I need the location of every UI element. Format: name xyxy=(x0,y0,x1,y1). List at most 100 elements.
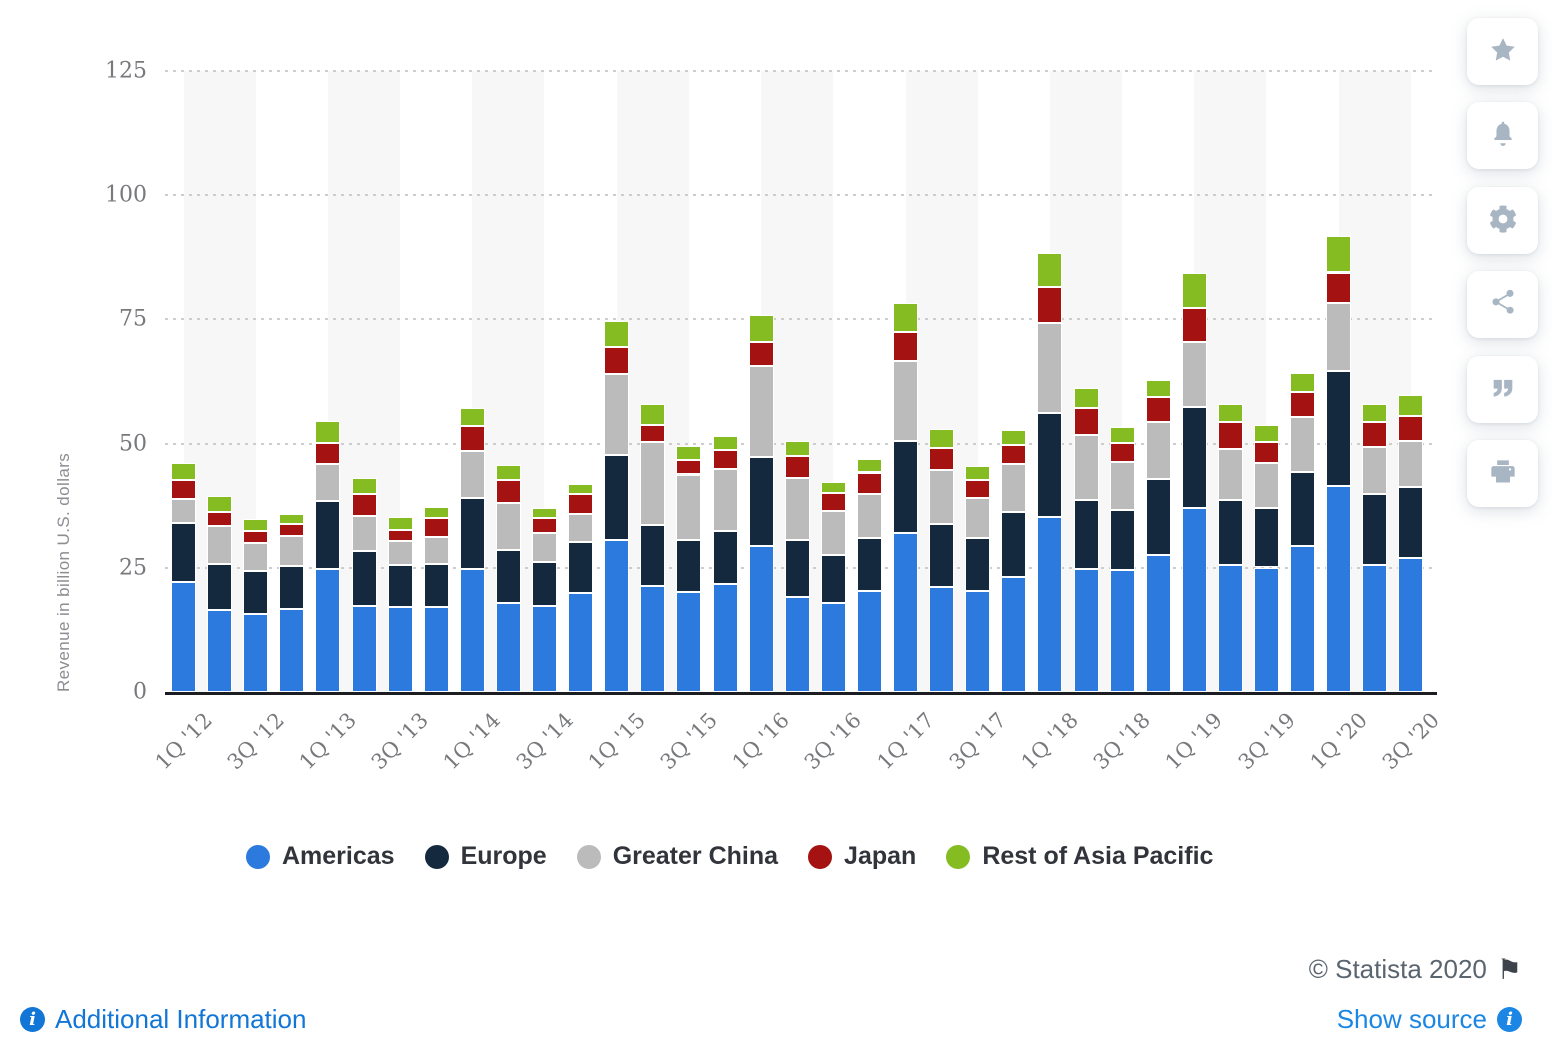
bar-segment-americas[interactable] xyxy=(171,582,196,692)
bar-segment-americas[interactable] xyxy=(1037,517,1063,692)
bar-segment-americas[interactable] xyxy=(1073,568,1099,692)
bar-segment-rest-of-asia-pacific[interactable] xyxy=(965,466,991,480)
bar-segment-rest-of-asia-pacific[interactable] xyxy=(423,506,449,518)
bar-segment-rest-of-asia-pacific[interactable] xyxy=(856,459,882,473)
bar-segment-japan[interactable] xyxy=(604,347,630,375)
bar-segment-americas[interactable] xyxy=(604,540,630,692)
bar-segment-rest-of-asia-pacific[interactable] xyxy=(784,440,810,457)
bar-segment-greater-china[interactable] xyxy=(1362,447,1388,495)
citation-quote-button[interactable] xyxy=(1467,356,1538,423)
bar-segment-greater-china[interactable] xyxy=(315,464,341,501)
bar-segment-greater-china[interactable] xyxy=(604,374,630,455)
bar-segment-greater-china[interactable] xyxy=(279,536,305,566)
bar-segment-americas[interactable] xyxy=(1290,546,1316,692)
bar-segment-greater-china[interactable] xyxy=(965,497,991,538)
bar-segment-japan[interactable] xyxy=(279,524,305,536)
bar-segment-europe[interactable] xyxy=(315,500,341,569)
bar-segment-americas[interactable] xyxy=(1145,555,1171,692)
bar-segment-rest-of-asia-pacific[interactable] xyxy=(1398,395,1424,417)
bar-segment-europe[interactable] xyxy=(243,571,269,615)
bar-segment-europe[interactable] xyxy=(568,542,594,594)
bar-segment-japan[interactable] xyxy=(1254,442,1279,463)
bar-segment-americas[interactable] xyxy=(820,602,846,692)
bar-segment-rest-of-asia-pacific[interactable] xyxy=(243,518,269,532)
bar-segment-rest-of-asia-pacific[interactable] xyxy=(532,507,557,518)
bar-segment-greater-china[interactable] xyxy=(1254,462,1279,509)
bar-segment-japan[interactable] xyxy=(1001,444,1027,464)
additional-information-link[interactable]: i Additional Information xyxy=(20,1004,306,1035)
bar-segment-americas[interactable] xyxy=(459,568,485,692)
bar-segment-japan[interactable] xyxy=(532,517,557,533)
bar-segment-greater-china[interactable] xyxy=(893,360,918,442)
bar-segment-rest-of-asia-pacific[interactable] xyxy=(315,421,341,443)
bar-segment-rest-of-asia-pacific[interactable] xyxy=(1290,373,1316,392)
bar-segment-greater-china[interactable] xyxy=(532,532,557,562)
bar-segment-americas[interactable] xyxy=(1254,567,1279,692)
bar-segment-europe[interactable] xyxy=(820,554,846,603)
bar-segment-americas[interactable] xyxy=(676,591,702,692)
bar-segment-europe[interactable] xyxy=(1181,407,1207,509)
bar-segment-rest-of-asia-pacific[interactable] xyxy=(568,483,594,495)
bar-segment-greater-china[interactable] xyxy=(207,525,233,564)
bar-segment-rest-of-asia-pacific[interactable] xyxy=(820,481,846,494)
bar-segment-europe[interactable] xyxy=(387,564,413,608)
bar-segment-japan[interactable] xyxy=(1362,421,1388,448)
bar-segment-japan[interactable] xyxy=(1109,443,1135,463)
bar-segment-greater-china[interactable] xyxy=(387,540,413,565)
bar-segment-americas[interactable] xyxy=(640,586,666,692)
bar-segment-greater-china[interactable] xyxy=(820,510,846,555)
bar-segment-greater-china[interactable] xyxy=(1326,303,1352,371)
legend-item-americas[interactable]: Americas xyxy=(246,842,395,871)
bar-segment-japan[interactable] xyxy=(243,531,269,543)
bar-segment-japan[interactable] xyxy=(315,442,341,465)
bar-segment-japan[interactable] xyxy=(893,331,918,361)
bar-segment-japan[interactable] xyxy=(640,424,666,442)
bar-segment-japan[interactable] xyxy=(1398,416,1424,441)
bar-segment-rest-of-asia-pacific[interactable] xyxy=(1037,253,1063,288)
bar-segment-americas[interactable] xyxy=(712,583,738,692)
bar-segment-rest-of-asia-pacific[interactable] xyxy=(1362,403,1388,422)
bar-segment-europe[interactable] xyxy=(712,531,738,584)
bar-segment-greater-china[interactable] xyxy=(856,493,882,538)
bar-segment-americas[interactable] xyxy=(207,610,233,692)
bar-segment-americas[interactable] xyxy=(387,607,413,692)
bar-segment-europe[interactable] xyxy=(1290,472,1316,547)
bar-segment-europe[interactable] xyxy=(856,537,882,592)
bar-segment-americas[interactable] xyxy=(1217,564,1243,692)
bar-segment-europe[interactable] xyxy=(171,523,196,583)
bar-segment-rest-of-asia-pacific[interactable] xyxy=(604,321,630,348)
bar-segment-greater-china[interactable] xyxy=(1037,323,1063,413)
bar-segment-americas[interactable] xyxy=(315,568,341,692)
bar-segment-greater-china[interactable] xyxy=(929,470,955,524)
bar-segment-europe[interactable] xyxy=(1254,508,1279,568)
bar-segment-europe[interactable] xyxy=(1037,412,1063,518)
bar-segment-europe[interactable] xyxy=(893,441,918,534)
bar-segment-americas[interactable] xyxy=(423,606,449,692)
bar-segment-japan[interactable] xyxy=(495,480,521,503)
bar-segment-rest-of-asia-pacific[interactable] xyxy=(1254,424,1279,443)
bar-segment-europe[interactable] xyxy=(1073,499,1099,569)
bar-segment-europe[interactable] xyxy=(1362,494,1388,566)
print-button[interactable] xyxy=(1467,440,1538,507)
bar-segment-japan[interactable] xyxy=(1326,272,1352,304)
bar-segment-greater-china[interactable] xyxy=(676,474,702,541)
bar-segment-rest-of-asia-pacific[interactable] xyxy=(459,407,485,427)
bar-segment-rest-of-asia-pacific[interactable] xyxy=(279,514,305,525)
bar-segment-europe[interactable] xyxy=(784,539,810,598)
bar-segment-americas[interactable] xyxy=(1398,557,1424,692)
bar-segment-greater-china[interactable] xyxy=(171,499,196,524)
share-button[interactable] xyxy=(1467,271,1538,338)
bar-segment-europe[interactable] xyxy=(1109,509,1135,571)
bar-segment-rest-of-asia-pacific[interactable] xyxy=(929,429,955,449)
bar-segment-japan[interactable] xyxy=(929,448,955,471)
bar-segment-americas[interactable] xyxy=(893,533,918,692)
bar-segment-greater-china[interactable] xyxy=(1073,435,1099,500)
bar-segment-americas[interactable] xyxy=(1109,570,1135,692)
bar-segment-japan[interactable] xyxy=(1073,407,1099,436)
bar-segment-greater-china[interactable] xyxy=(243,542,269,572)
bar-segment-americas[interactable] xyxy=(1181,508,1207,692)
favorite-star-button[interactable] xyxy=(1467,18,1538,85)
bar-segment-greater-china[interactable] xyxy=(1217,449,1243,500)
bar-segment-europe[interactable] xyxy=(1398,487,1424,558)
bar-segment-greater-china[interactable] xyxy=(748,365,774,458)
